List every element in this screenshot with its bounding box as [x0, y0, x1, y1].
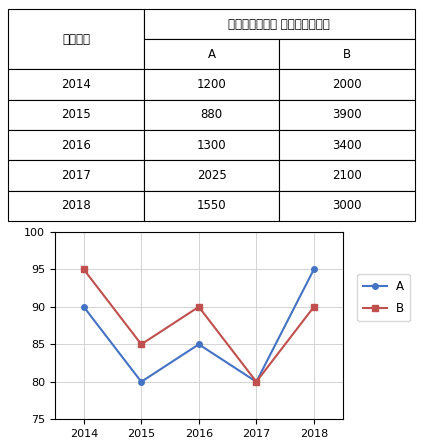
Text: 2025: 2025: [197, 169, 226, 182]
Bar: [8, 70, 144, 100]
Text: 3400: 3400: [332, 139, 362, 152]
Bar: [144, 70, 279, 100]
Legend: A, B: A, B: [357, 274, 410, 321]
Text: 2017: 2017: [61, 169, 91, 182]
Bar: [8, 130, 144, 160]
Text: 1200: 1200: [197, 78, 226, 91]
Text: 2000: 2000: [332, 78, 362, 91]
Text: 880: 880: [201, 108, 222, 121]
Text: A: A: [208, 48, 215, 61]
Text: 2100: 2100: [332, 169, 362, 182]
A: [311, 267, 316, 272]
Text: B: B: [343, 48, 351, 61]
Text: 2016: 2016: [61, 139, 91, 152]
Line: A: A: [81, 267, 317, 384]
Bar: [279, 39, 415, 70]
Text: 2015: 2015: [61, 108, 91, 121]
Bar: [144, 39, 279, 70]
Bar: [8, 100, 144, 130]
A: [139, 379, 144, 384]
B: [196, 304, 201, 310]
A: [254, 379, 259, 384]
Text: 2018: 2018: [61, 199, 91, 212]
Text: 2014: 2014: [61, 78, 91, 91]
B: [81, 267, 86, 272]
B: [311, 304, 316, 310]
Bar: [8, 9, 144, 70]
A: [81, 304, 86, 310]
Text: 3900: 3900: [332, 108, 362, 121]
Line: B: B: [81, 267, 317, 384]
Bar: [8, 160, 144, 190]
Bar: [279, 130, 415, 160]
Text: निर्मित इकाइयाँ: निर्मित इकाइयाँ: [228, 17, 330, 31]
Bar: [279, 160, 415, 190]
Bar: [144, 130, 279, 160]
Bar: [279, 190, 415, 221]
Text: 1300: 1300: [197, 139, 226, 152]
Bar: [144, 100, 279, 130]
Bar: [8, 190, 144, 221]
Bar: [144, 190, 279, 221]
Bar: [144, 160, 279, 190]
Text: 1550: 1550: [197, 199, 226, 212]
Bar: [279, 100, 415, 130]
Text: वर्ष: वर्ष: [62, 33, 90, 45]
B: [139, 342, 144, 347]
Bar: [279, 70, 415, 100]
Text: 3000: 3000: [332, 199, 362, 212]
B: [254, 379, 259, 384]
Bar: [144, 9, 415, 39]
A: [196, 342, 201, 347]
